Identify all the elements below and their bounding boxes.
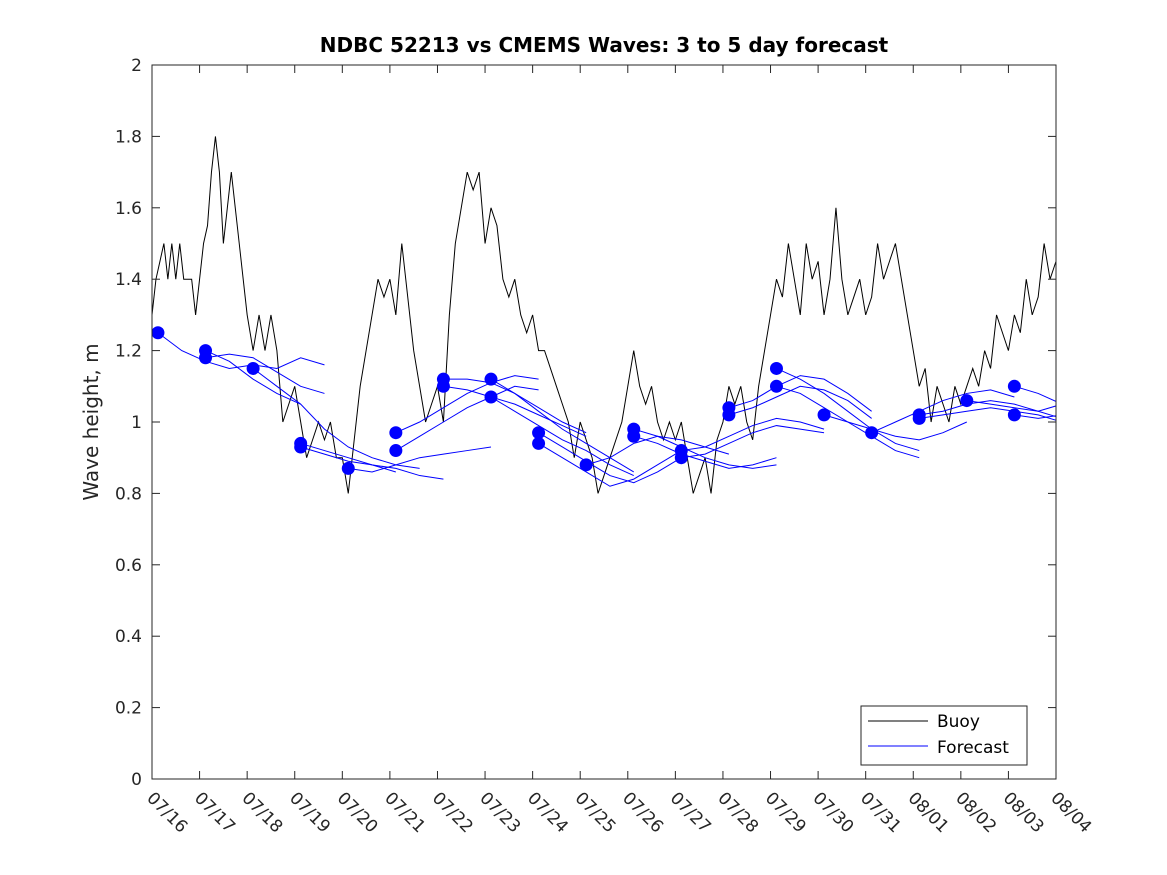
- forecast-start-marker: [769, 361, 783, 375]
- forecast-run-line: [443, 385, 587, 437]
- forecast-start-marker: [579, 458, 593, 472]
- legend-box: [860, 705, 1028, 766]
- forecast-run-line: [205, 353, 325, 394]
- forecast-run-line: [538, 442, 682, 487]
- legend: Buoy Forecast: [860, 705, 1028, 766]
- forecast-start-marker: [294, 440, 308, 454]
- forecast-run-line: [348, 446, 492, 473]
- forecast-start-marker: [865, 426, 879, 440]
- forecast-run-line: [1014, 385, 1056, 403]
- y-tick-label: 1.4: [115, 270, 142, 290]
- forecast-run-line: [300, 446, 396, 473]
- forecast-run-line: [966, 400, 1056, 412]
- forecast-start-marker: [199, 351, 213, 365]
- forecast-start-marker: [152, 326, 165, 340]
- forecast-start-marker: [484, 390, 498, 404]
- forecast-start-marker: [912, 411, 926, 425]
- y-tick-label: 1.2: [115, 342, 142, 362]
- y-tick-label: 0: [131, 770, 142, 790]
- y-tick-label: 0.4: [115, 627, 142, 647]
- forecast-start-marker: [627, 429, 641, 443]
- chart-title: NDBC 52213 vs CMEMS Waves: 3 to 5 day fo…: [320, 33, 889, 57]
- forecast-run-line: [633, 435, 777, 469]
- y-tick-label: 0.8: [115, 484, 142, 504]
- forecast-run-line: [395, 375, 539, 434]
- forecast-run-line: [728, 385, 872, 419]
- y-tick-label: 1.8: [115, 127, 142, 147]
- forecast-run-line: [919, 407, 1056, 421]
- forecast-run-line: [538, 432, 682, 484]
- forecast-run-line: [823, 414, 967, 441]
- y-axis-label: Wave height, m: [79, 343, 103, 500]
- forecast-run-line: [490, 396, 634, 477]
- forecast-run-line: [205, 350, 301, 405]
- y-tick-label: 1: [131, 413, 142, 433]
- forecast-run-line: [776, 367, 920, 452]
- forecast-start-marker: [532, 426, 546, 440]
- forecast-run-line: [681, 425, 825, 459]
- forecast-start-marker: [1007, 408, 1021, 422]
- forecast-start-marker: [532, 436, 546, 450]
- forecast-run-line: [633, 428, 777, 469]
- forecast-start-marker: [769, 379, 783, 393]
- y-tick-label: 0.6: [115, 556, 142, 576]
- forecast-run-line: [252, 368, 420, 469]
- forecast-start-marker: [389, 444, 403, 458]
- y-tick-label: 2: [131, 56, 142, 76]
- forecast-run-line: [157, 332, 325, 369]
- forecast-run-line: [728, 375, 872, 412]
- plot-series: [152, 136, 1056, 494]
- forecast-markers: [152, 326, 1021, 475]
- legend-label-buoy: Buoy: [937, 712, 980, 732]
- forecast-run-line: [871, 389, 1015, 434]
- forecast-start-marker: [389, 426, 403, 440]
- forecast-start-marker: [1007, 379, 1021, 393]
- forecast-run-line: [1014, 414, 1056, 419]
- y-tick-label: 1.6: [115, 199, 142, 219]
- forecast-run-line: [395, 385, 539, 451]
- forecast-start-marker: [960, 394, 974, 408]
- forecast-start-marker: [674, 451, 688, 465]
- forecast-start-marker: [484, 372, 498, 386]
- forecast-start-marker: [436, 379, 450, 393]
- y-axis: 0 0.2 0.4 0.6 0.8 1 1.2 1.4 1.6 1.8 2: [115, 56, 1056, 790]
- buoy-series-line: [152, 136, 1056, 494]
- forecast-start-marker: [817, 408, 831, 422]
- forecast-start-marker: [722, 408, 736, 422]
- forecast-start-marker: [341, 461, 355, 475]
- forecast-start-marker: [246, 361, 260, 375]
- y-tick-label: 0.2: [115, 699, 142, 719]
- legend-label-forecast: Forecast: [937, 738, 1009, 758]
- forecast-run-line: [681, 417, 825, 452]
